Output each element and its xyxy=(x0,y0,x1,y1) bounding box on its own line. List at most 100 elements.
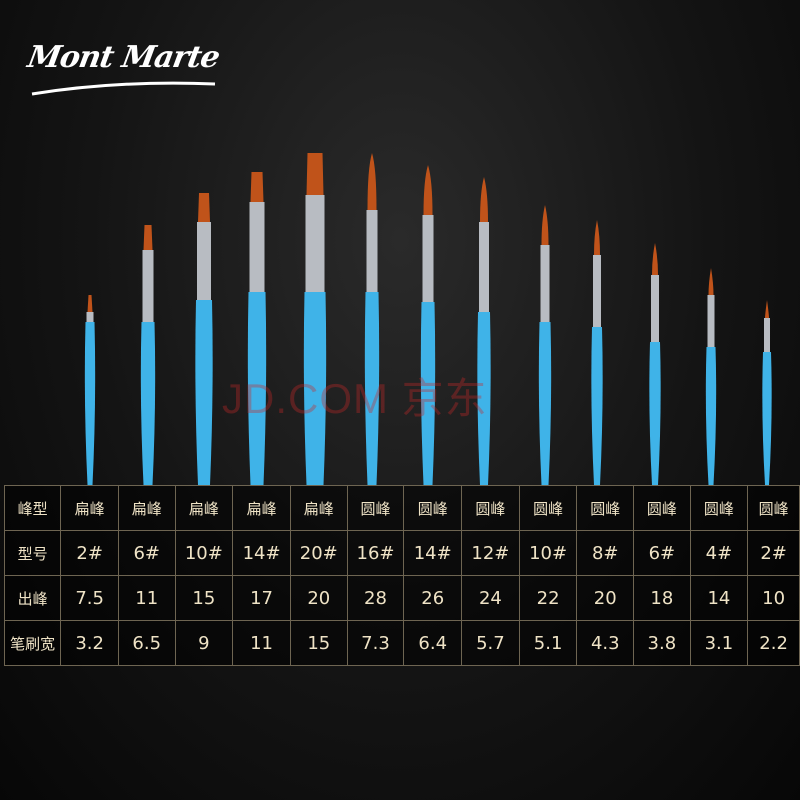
brush-bristle xyxy=(480,177,488,222)
logo-swoosh-icon xyxy=(31,81,216,96)
table-cell: 24 xyxy=(461,575,520,621)
table-cell: 6# xyxy=(117,530,176,576)
brush-ferrule xyxy=(479,222,489,312)
brush-bristle xyxy=(87,295,93,312)
table-cell: 7.5 xyxy=(60,575,119,621)
table-cell: 2# xyxy=(747,530,800,576)
brush-handle xyxy=(538,322,552,485)
table-cell: 扁峰 xyxy=(117,485,176,531)
brush-handle xyxy=(84,322,96,485)
table-cell: 6.5 xyxy=(117,620,176,666)
table-cell: 20# xyxy=(289,530,348,576)
table-cell: 20 xyxy=(576,575,635,621)
table-cell: 3.1 xyxy=(689,620,749,666)
table-cell: 20 xyxy=(289,575,348,621)
table-cell: 10# xyxy=(518,530,578,576)
brush-ferrule xyxy=(651,275,659,342)
brush-handle xyxy=(762,352,772,485)
brush-handle xyxy=(477,312,491,485)
brush-handle xyxy=(364,292,380,485)
table-row: 笔刷宽 3.2 6.5 9 11 15 7.3 6.4 5.7 5.1 4.3 3.8 3.1 2.2 xyxy=(3,620,800,666)
table-cell: 15 xyxy=(174,575,234,621)
table-cell: 11 xyxy=(117,575,176,621)
table-cell: 22 xyxy=(518,575,578,621)
brush-ferrule xyxy=(86,312,94,322)
brush-handle xyxy=(247,292,267,485)
table-row: 峰型 扁峰 扁峰 扁峰 扁峰 扁峰 圆峰 圆峰 圆峰 圆峰 圆峰 圆峰 圆峰 圆峰 xyxy=(3,485,800,531)
table-cell: 圆峰 xyxy=(689,485,749,531)
table-row: 型号 2# 6# 10# 14# 20# 16# 14# 12# 10# 8# 6# 4# 2# xyxy=(3,530,800,576)
table-cell: 圆峰 xyxy=(576,485,635,531)
brush-handle xyxy=(420,302,436,485)
table-cell: 圆峰 xyxy=(403,485,463,531)
row-label: 峰型 xyxy=(3,485,62,531)
brush-ferrule xyxy=(764,318,770,352)
table-cell: 扁峰 xyxy=(174,485,234,531)
brush-ferrule xyxy=(249,202,265,292)
row-label: 笔刷宽 xyxy=(3,620,62,666)
table-cell: 14 xyxy=(689,575,749,621)
table-cell: 16# xyxy=(346,530,405,576)
brush-bristle xyxy=(423,165,433,215)
table-cell: 10 xyxy=(747,575,800,621)
table-cell: 2# xyxy=(60,530,119,576)
brush-bristle xyxy=(594,220,600,255)
brush-ferrule xyxy=(142,250,154,322)
table-cell: 扁峰 xyxy=(60,485,119,531)
row-label: 出峰 xyxy=(3,575,62,621)
table-cell: 14# xyxy=(403,530,463,576)
brush-bristle xyxy=(250,172,264,202)
brush-handle xyxy=(591,327,603,485)
table-cell: 3.8 xyxy=(633,620,691,666)
table-cell: 6# xyxy=(633,530,691,576)
table-cell: 10# xyxy=(174,530,234,576)
table-cell: 7.3 xyxy=(346,620,405,666)
row-label: 型号 xyxy=(3,530,62,576)
table-cell: 9 xyxy=(174,620,234,666)
table-cell: 圆峰 xyxy=(461,485,520,531)
brush-bristle xyxy=(541,205,549,245)
table-cell: 5.7 xyxy=(461,620,520,666)
table-cell: 4# xyxy=(689,530,749,576)
brush-ferrule xyxy=(707,295,715,347)
table-cell: 26 xyxy=(403,575,463,621)
brush-ferrule xyxy=(305,195,325,292)
table-cell: 扁峰 xyxy=(289,485,348,531)
brush-bristle xyxy=(306,153,324,195)
table-cell: 6.4 xyxy=(403,620,463,666)
table-cell: 2.2 xyxy=(747,620,800,666)
table-cell: 17 xyxy=(232,575,291,621)
brush-handle xyxy=(140,322,156,485)
spec-table: 峰型 扁峰 扁峰 扁峰 扁峰 扁峰 圆峰 圆峰 圆峰 圆峰 圆峰 圆峰 圆峰 圆峰 型号 2# 6# 10# 14#… xyxy=(3,485,800,666)
table-cell: 28 xyxy=(346,575,405,621)
table-cell: 4.3 xyxy=(576,620,635,666)
brush-bristle xyxy=(765,300,769,318)
table-row: 出峰 7.5 11 15 17 20 28 26 24 22 20 18 14 10 xyxy=(3,575,800,621)
brush-ferrule xyxy=(540,245,550,322)
brush-bristle xyxy=(367,153,377,210)
brush-bristle xyxy=(143,225,153,250)
table-cell: 扁峰 xyxy=(232,485,291,531)
table-cell: 5.1 xyxy=(518,620,578,666)
table-cell: 8# xyxy=(576,530,635,576)
brush-bristle xyxy=(708,268,714,295)
brush-bristle xyxy=(652,243,658,275)
table-cell: 18 xyxy=(633,575,691,621)
table-cell: 15 xyxy=(289,620,348,666)
watermark: JD.COM 京东 xyxy=(222,375,488,422)
brush-ferrule xyxy=(197,222,211,300)
table-cell: 3.2 xyxy=(60,620,119,666)
brush-handle xyxy=(649,342,661,485)
table-cell: 圆峰 xyxy=(747,485,800,531)
brush-ferrule xyxy=(366,210,378,292)
brush-set-illustration xyxy=(84,153,772,485)
table-cell: 14# xyxy=(232,530,291,576)
table-cell: 12# xyxy=(461,530,520,576)
brush-handle xyxy=(303,292,327,485)
brush-ferrule xyxy=(593,255,601,327)
brush-bristle xyxy=(198,193,210,222)
brush-ferrule xyxy=(422,215,434,302)
brush-handle xyxy=(705,347,717,485)
table-cell: 圆峰 xyxy=(633,485,691,531)
table-cell: 11 xyxy=(232,620,291,666)
